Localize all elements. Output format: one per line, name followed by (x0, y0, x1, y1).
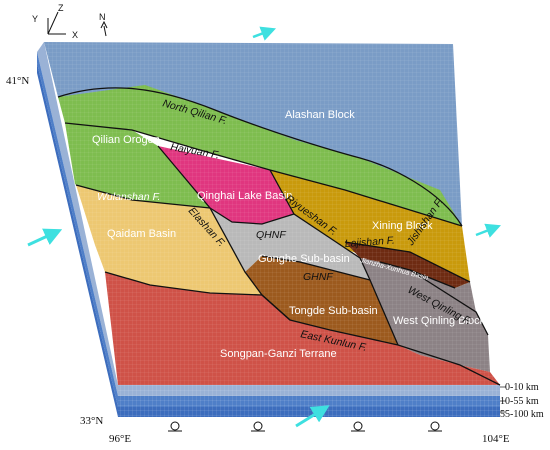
layer-bottom-left (37, 63, 118, 417)
songpan-label: Songpan-Ganzi Terrane (220, 348, 337, 360)
lon-left-label: 96°E (109, 433, 131, 445)
lajishan-fault-label: Lajishan F. (344, 235, 395, 250)
roller-support-icon (168, 421, 182, 432)
roller-support-icon (251, 421, 265, 432)
alashan-label: Alashan Block (285, 109, 355, 121)
west-qinling-fault (359, 257, 399, 346)
depth-layers-front (118, 385, 500, 417)
z-axis-label: Z (58, 3, 64, 13)
xining-label: Xining Block (372, 220, 433, 232)
arrow-left (27, 228, 63, 247)
roller-supports (168, 421, 442, 432)
haiyuan-fault (64, 122, 463, 227)
ghnf-label: GHNF (303, 271, 333, 283)
west-qinling-fault-east (409, 269, 489, 336)
depth-layers-left (37, 42, 118, 417)
compass (47, 11, 108, 37)
qilian-label: Qilian Orogen (92, 134, 160, 146)
top-surface (44, 42, 500, 385)
qhnf-label: QHNF (256, 229, 286, 241)
z-axis-line (47, 11, 59, 35)
tongde-label: Tongde Sub-basin (289, 305, 378, 317)
lon-right-label: 104°E (482, 433, 510, 445)
x-axis-label: X (72, 30, 78, 40)
qaidam-label: Qaidam Basin (107, 228, 176, 240)
lat-bottom-label: 33°N (80, 415, 103, 427)
layer-mid-left (37, 52, 118, 407)
arrow-right (475, 223, 501, 238)
fault-lines (57, 87, 501, 386)
motion-arrows (27, 26, 501, 428)
qhnf-fault (209, 207, 295, 225)
riyueshan-fault (269, 169, 361, 259)
north-arrow-line (103, 25, 107, 37)
layer-label-0: 0-10 km (505, 382, 539, 393)
gonghe-label: Gonghe Sub-basin (258, 253, 350, 265)
west-qinling-label: West Qinling Block (393, 315, 486, 327)
y-axis-label: Y (32, 14, 38, 24)
arrow-bottom (295, 405, 330, 428)
east-kunlun-fault (104, 271, 501, 386)
north-label: N (99, 12, 106, 22)
north-qilian-fault (57, 87, 463, 227)
layer-labels: 0-10 km 10-55 km 55-100 km (500, 382, 544, 420)
roller-support-icon (351, 421, 365, 432)
layer-label-1: 10-55 km (500, 396, 539, 407)
lat-top-label: 41°N (6, 75, 29, 87)
qinghai-lake-label: Qinghai Lake Basin (197, 190, 292, 202)
roller-support-icon (428, 421, 442, 432)
layer-label-2: 55-100 km (500, 409, 544, 420)
arrow-top (252, 26, 277, 41)
north-arrow-icon (100, 20, 108, 29)
wulanshan-fault-label: Wulanshan F. (97, 191, 160, 203)
wulanshan-fault (75, 184, 211, 209)
lajishan-fault (344, 241, 471, 283)
layer-top-left (37, 42, 118, 396)
ghnf-fault (261, 255, 371, 281)
